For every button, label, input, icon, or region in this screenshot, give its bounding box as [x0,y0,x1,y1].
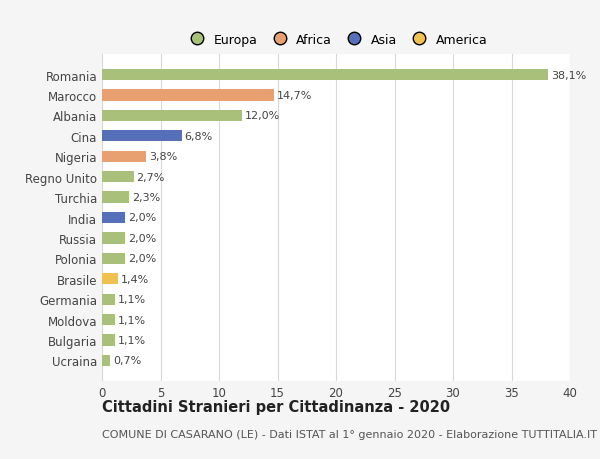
Bar [102,172,134,183]
Bar [102,233,125,244]
Text: Cittadini Stranieri per Cittadinanza - 2020: Cittadini Stranieri per Cittadinanza - 2… [102,399,450,414]
Text: 2,0%: 2,0% [128,213,157,223]
Text: 2,0%: 2,0% [128,254,157,264]
Text: 2,0%: 2,0% [128,233,157,243]
Bar [102,213,125,224]
Bar [102,355,110,366]
Text: 38,1%: 38,1% [551,71,586,80]
Bar [102,335,115,346]
Bar [102,192,129,203]
Bar [102,70,548,81]
Bar [102,90,274,101]
Bar [102,111,242,122]
Text: 1,4%: 1,4% [121,274,149,284]
Text: 1,1%: 1,1% [118,295,146,304]
Text: COMUNE DI CASARANO (LE) - Dati ISTAT al 1° gennaio 2020 - Elaborazione TUTTITALI: COMUNE DI CASARANO (LE) - Dati ISTAT al … [102,429,597,439]
Bar [102,151,146,162]
Text: 3,8%: 3,8% [149,152,178,162]
Text: 0,7%: 0,7% [113,356,142,365]
Legend: Europa, Africa, Asia, America: Europa, Africa, Asia, America [179,29,493,52]
Text: 2,3%: 2,3% [132,193,160,203]
Text: 12,0%: 12,0% [245,111,281,121]
Text: 1,1%: 1,1% [118,335,146,345]
Bar [102,131,182,142]
Text: 2,7%: 2,7% [137,172,165,182]
Text: 14,7%: 14,7% [277,91,312,101]
Bar [102,314,115,325]
Bar [102,253,125,264]
Text: 6,8%: 6,8% [184,132,213,141]
Bar [102,274,118,285]
Text: 1,1%: 1,1% [118,315,146,325]
Bar [102,294,115,305]
